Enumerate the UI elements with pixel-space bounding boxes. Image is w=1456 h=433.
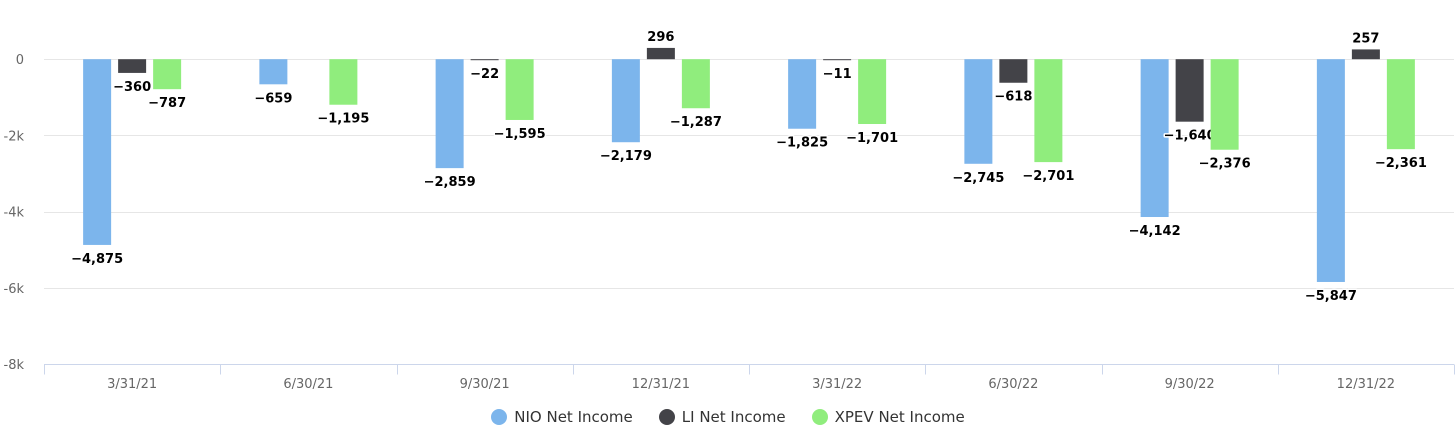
data-label: −2,859	[424, 175, 476, 190]
bar	[823, 59, 852, 61]
data-label: −659	[254, 91, 292, 106]
data-label: −2,701	[1022, 169, 1074, 184]
data-label: −360	[113, 80, 151, 95]
legend-swatch-icon	[658, 409, 675, 425]
legend-label: LI Net Income	[681, 408, 786, 426]
bar	[646, 47, 675, 60]
data-label: −618	[994, 90, 1032, 105]
bar	[153, 59, 182, 90]
bar	[83, 59, 112, 245]
bar	[1351, 49, 1380, 60]
y-tick-label: -2k	[4, 129, 25, 144]
bar	[1316, 59, 1345, 282]
bar	[611, 59, 640, 143]
y-tick-label: -4k	[4, 206, 25, 221]
legend-swatch-icon	[491, 409, 508, 425]
data-label: −1,640	[1164, 129, 1216, 144]
data-label: 257	[1352, 31, 1379, 46]
x-tick-label: 6/30/22	[988, 377, 1038, 392]
data-label: −1,701	[846, 131, 898, 146]
bar	[1386, 59, 1415, 150]
legend-item[interactable]: XPEV Net Income	[811, 408, 965, 426]
bar	[1210, 59, 1239, 150]
data-label: −22	[470, 67, 499, 82]
data-label: −2,179	[600, 149, 652, 164]
legend-swatch-icon	[811, 409, 828, 425]
legend-label: NIO Net Income	[514, 408, 633, 426]
data-label: −2,361	[1375, 156, 1427, 171]
legend-item[interactable]: LI Net Income	[658, 408, 786, 426]
x-tick-label: 6/30/21	[283, 377, 333, 392]
bar	[435, 59, 464, 169]
bar	[329, 59, 358, 105]
bar	[505, 59, 534, 120]
bar	[858, 59, 887, 125]
data-label: −1,825	[776, 136, 828, 151]
data-label: −4,142	[1129, 224, 1181, 239]
bar	[470, 59, 499, 61]
bar	[1140, 59, 1169, 218]
chart-legend: NIO Net Income LI Net Income XPEV Net Inco…	[0, 408, 1456, 426]
x-tick-label: 3/31/22	[812, 377, 862, 392]
bar	[964, 59, 993, 164]
bar	[1175, 59, 1204, 122]
x-tick-label: 9/30/22	[1165, 377, 1215, 392]
data-label: −1,195	[317, 112, 369, 127]
bar	[259, 59, 288, 85]
data-label: −2,376	[1199, 157, 1251, 172]
x-tick-label: 12/31/21	[632, 377, 690, 392]
bar-chart: 0 -2k -4k -6k -8k 3/31/21 6/30/21 9/30/21 12/31/…	[4, 28, 1455, 392]
y-tick-label: -6k	[4, 282, 25, 297]
bar	[118, 59, 147, 73]
data-label: −1,287	[670, 115, 722, 130]
data-label: −4,875	[71, 252, 123, 267]
data-label: −1,595	[494, 127, 546, 142]
x-tick-label: 12/31/22	[1337, 377, 1395, 392]
y-tick-label: 0	[16, 53, 24, 68]
data-label: −5,847	[1305, 289, 1357, 304]
y-tick-label: -8k	[4, 358, 25, 373]
legend-item[interactable]: NIO Net Income	[491, 408, 633, 426]
bar	[788, 59, 817, 129]
data-label: −787	[148, 96, 186, 111]
data-label: −2,745	[952, 171, 1004, 186]
data-label: −11	[823, 67, 852, 82]
bar	[681, 59, 710, 109]
bar	[999, 59, 1028, 83]
x-tick-label: 9/30/21	[460, 377, 510, 392]
legend-label: XPEV Net Income	[834, 408, 965, 426]
data-label: 296	[647, 30, 674, 45]
bar	[1034, 59, 1063, 163]
x-tick-label: 3/31/21	[107, 377, 157, 392]
